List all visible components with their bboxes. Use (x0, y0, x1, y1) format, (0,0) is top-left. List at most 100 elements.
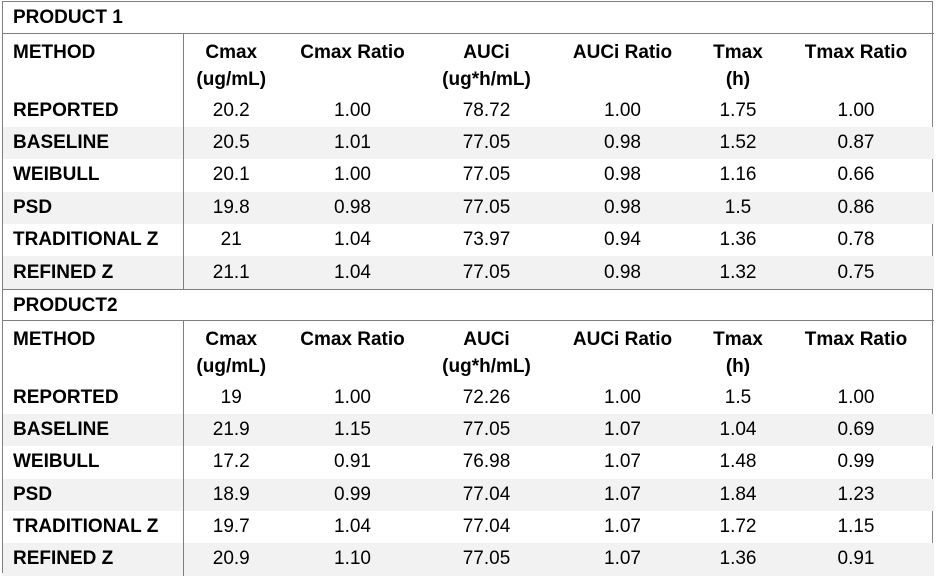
column-header: METHOD (3, 320, 184, 382)
header-row: METHOD Cmax (ug/mL) Cmax Ratio AUCi (ug*h/mL)… (3, 33, 934, 95)
value-cell: 20.5 (212, 132, 250, 154)
value-cell: 78.72 (462, 99, 511, 121)
method-cell: TRADITIONAL Z (3, 510, 184, 544)
column-header: AUCi (ug*h/mL) (442, 328, 531, 377)
value-cell: 1.32 (719, 261, 757, 283)
table-row: PSD 19.8 0.98 77.05 0.98 1.5 0.86 (3, 191, 934, 225)
value-cell: 1.00 (604, 386, 641, 408)
value-cell: 72.26 (462, 386, 511, 408)
product-title: PRODUCT2 (3, 288, 932, 320)
value-cell: 1.15 (334, 418, 371, 440)
value-cell: 1.5 (724, 196, 752, 218)
value-cell: 1.01 (334, 132, 371, 154)
column-header: Tmax Ratio (804, 328, 908, 350)
table-row: TRADITIONAL Z 21 1.04 73.97 0.94 1.36 0.78 (3, 224, 934, 257)
product-table: METHOD Cmax (ug/mL) Cmax Ratio AUCi (ug*h/mL)… (3, 33, 934, 289)
value-cell: 0.99 (837, 451, 875, 473)
value-cell: 0.98 (604, 261, 641, 283)
value-cell: 1.04 (719, 418, 757, 440)
value-cell: 1.07 (604, 516, 641, 538)
table-row: WEIBULL 17.2 0.91 76.98 1.07 1.48 0.99 (3, 446, 934, 479)
method-cell: REPORTED (3, 94, 184, 127)
value-cell: 1.00 (604, 99, 641, 121)
method-cell: REPORTED (3, 381, 184, 414)
value-cell: 1.00 (837, 99, 875, 121)
value-cell: 1.04 (334, 229, 371, 251)
value-cell: 1.07 (604, 548, 641, 570)
value-cell: 0.87 (837, 132, 875, 154)
value-cell: 1.15 (837, 516, 875, 538)
value-cell: 0.98 (604, 196, 641, 218)
value-cell: 77.05 (462, 164, 511, 186)
value-cell: 1.04 (334, 261, 371, 283)
value-cell: 76.98 (462, 451, 511, 473)
table-row: REFINED Z 21.1 1.04 77.05 0.98 1.32 0.75 (3, 256, 934, 289)
value-cell: 73.97 (462, 229, 511, 251)
value-cell: 1.36 (719, 548, 757, 570)
method-cell: WEIBULL (3, 159, 184, 192)
value-cell: 1.07 (604, 483, 641, 505)
value-cell: 0.86 (837, 196, 875, 218)
method-cell: BASELINE (3, 126, 184, 160)
column-header: AUCi Ratio (572, 328, 673, 350)
table-row: REPORTED 20.2 1.00 78.72 1.00 1.75 1.00 (3, 94, 934, 127)
value-cell: 77.04 (462, 516, 511, 538)
value-cell: 0.98 (604, 164, 641, 186)
value-cell: 1.10 (334, 548, 371, 570)
column-header: Tmax (h) (713, 42, 763, 90)
value-cell: 1.00 (837, 386, 875, 408)
value-cell: 0.69 (837, 418, 875, 440)
value-cell: 1.75 (719, 99, 757, 121)
value-cell: 19.7 (212, 516, 250, 538)
value-cell: 20.2 (212, 99, 250, 121)
value-cell: 1.00 (334, 99, 371, 121)
value-cell: 17.2 (212, 451, 250, 473)
value-cell: 21 (220, 229, 242, 251)
value-cell: 1.07 (604, 451, 641, 473)
value-cell: 21.9 (212, 418, 250, 440)
value-cell: 19 (220, 386, 242, 408)
value-cell: 77.05 (462, 261, 511, 283)
value-cell: 0.78 (837, 229, 875, 251)
value-cell: 77.04 (462, 483, 511, 505)
table-row: REPORTED 19 1.00 72.26 1.00 1.5 1.00 (3, 381, 934, 414)
value-cell: 77.05 (462, 196, 511, 218)
value-cell: 77.05 (462, 132, 511, 154)
table-row: PSD 18.9 0.99 77.04 1.07 1.84 1.23 (3, 478, 934, 511)
method-cell: TRADITIONAL Z (3, 224, 184, 257)
table-row: WEIBULL 20.1 1.00 77.05 0.98 1.16 0.66 (3, 159, 934, 192)
value-cell: 0.66 (837, 164, 875, 186)
product-title: PRODUCT 1 (13, 7, 123, 28)
column-header: Tmax (h) (713, 328, 763, 377)
value-cell: 0.94 (604, 229, 641, 251)
value-cell: 20.1 (212, 164, 250, 186)
value-cell: 1.5 (724, 386, 752, 408)
value-cell: 1.84 (719, 483, 757, 505)
value-cell: 0.98 (604, 132, 641, 154)
header-row: METHOD Cmax (ug/mL) Cmax Ratio AUCi (ug*h/mL)… (3, 320, 934, 382)
column-header: Cmax Ratio (300, 328, 405, 350)
method-cell: REFINED Z (3, 256, 184, 289)
column-header: Tmax Ratio (804, 42, 908, 63)
column-header: Cmax Ratio (300, 42, 405, 63)
column-header: METHOD (3, 33, 184, 95)
column-header: AUCi (ug*h/mL) (442, 42, 531, 90)
value-cell: 77.05 (462, 548, 511, 570)
value-cell: 1.52 (719, 132, 757, 154)
column-header: Cmax (ug/mL) (196, 328, 267, 377)
value-cell: 20.9 (212, 548, 250, 570)
value-cell: 21.1 (212, 261, 250, 283)
value-cell: 1.36 (719, 229, 757, 251)
table-row: REFINED Z 20.9 1.10 77.05 1.07 1.36 0.91 (3, 543, 934, 576)
method-cell: BASELINE (3, 413, 184, 447)
value-cell: 19.8 (212, 196, 250, 218)
value-cell: 0.75 (837, 261, 875, 283)
table-row: BASELINE 21.9 1.15 77.05 1.07 1.04 0.69 (3, 413, 934, 447)
column-header: Cmax (ug/mL) (196, 42, 267, 90)
value-cell: 1.23 (837, 483, 875, 505)
table-row: TRADITIONAL Z 19.7 1.04 77.04 1.07 1.72 1.15 (3, 510, 934, 544)
value-cell: 1.00 (334, 386, 371, 408)
method-cell: PSD (3, 478, 184, 511)
value-cell: 18.9 (212, 483, 250, 505)
